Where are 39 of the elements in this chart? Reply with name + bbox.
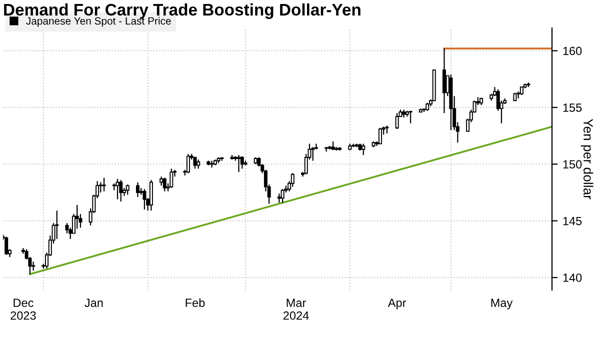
- candlestick: [55, 210, 59, 240]
- candlestick: [193, 156, 197, 170]
- y-axis-title: Yen per dollar: [580, 118, 594, 200]
- y-tick-label: 160: [563, 46, 582, 56]
- candlestick: [196, 159, 200, 170]
- x-tick-label: Apr: [388, 298, 406, 310]
- candlestick: [378, 127, 382, 144]
- candlestick: [142, 188, 146, 210]
- y-tick-label: 155: [563, 104, 582, 112]
- candlestick: [362, 143, 366, 156]
- candlestick: [170, 168, 174, 188]
- candlestick: [119, 179, 123, 202]
- candlestick: [290, 172, 294, 188]
- candlestick: [442, 48, 446, 114]
- y-tick-label: 150: [563, 160, 582, 169]
- candlestick: [240, 156, 244, 170]
- candlestick: [4, 236, 8, 256]
- candlestick: [126, 184, 130, 196]
- legend-label: Japanese Yen Spot - Last Price: [26, 17, 171, 27]
- x-tick-label: May: [491, 298, 513, 310]
- candlestick: [280, 188, 284, 204]
- x-tick-label: Mar 2024: [283, 298, 309, 320]
- x-tick-label: Feb: [186, 298, 205, 308]
- candlestick: [149, 179, 153, 212]
- candlestick: [162, 177, 166, 192]
- candlestick: [136, 182, 140, 198]
- candlestick: [160, 176, 164, 186]
- y-tick-label: 145: [563, 216, 582, 226]
- candlestick: [237, 154, 241, 173]
- x-tick-label: Dec 2023: [10, 298, 36, 320]
- y-tick-label: 140: [563, 274, 582, 282]
- candlestick: [32, 261, 36, 272]
- candlestick: [408, 110, 412, 124]
- candlestick: [311, 146, 315, 162]
- x-tick-label: Jan: [84, 298, 103, 308]
- candlestick: [395, 112, 399, 130]
- candlestick: [277, 193, 281, 204]
- candlestick: [102, 177, 106, 192]
- candlestick: [186, 153, 190, 174]
